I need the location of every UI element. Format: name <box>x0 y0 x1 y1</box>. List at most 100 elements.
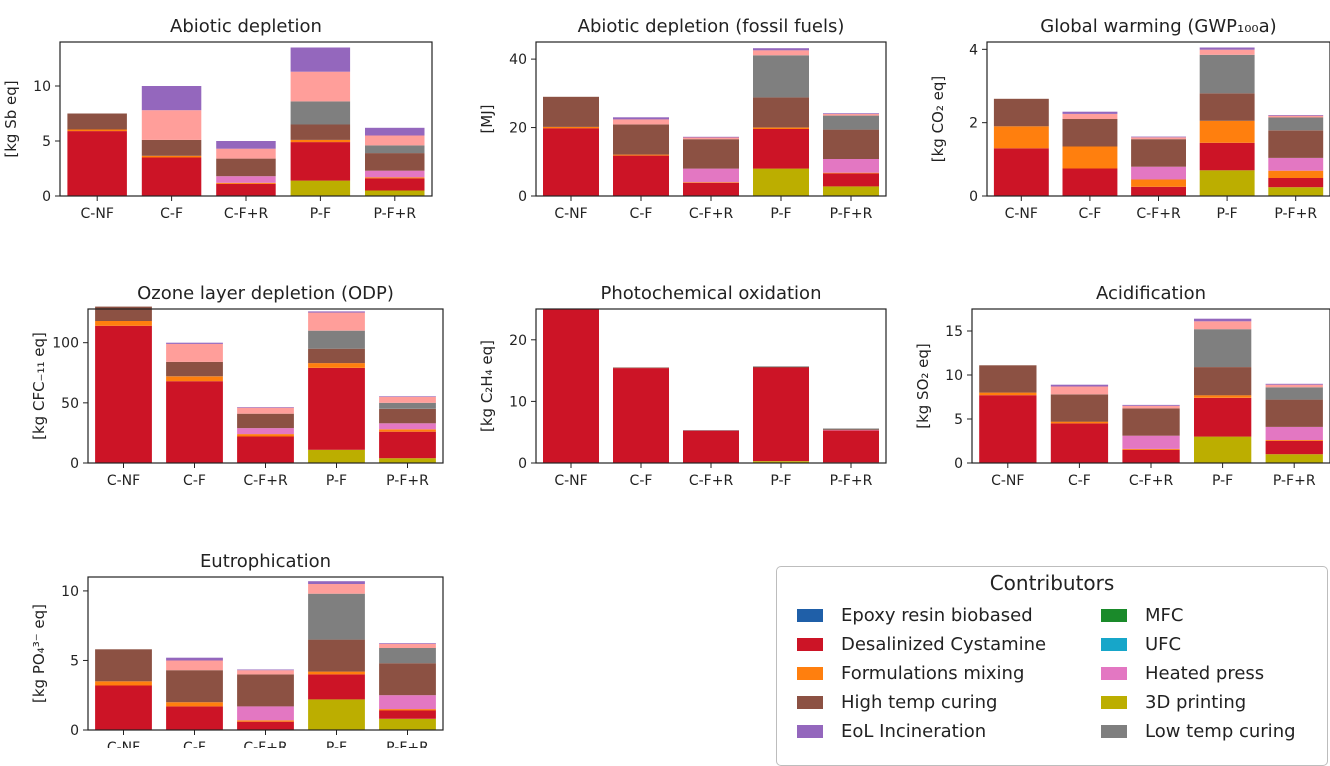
bar-pre-treatment-p-f <box>308 584 365 594</box>
bar-pre-treatment-c-f-r <box>237 670 294 674</box>
bar-3d-printing-p-f <box>1200 170 1255 196</box>
bar-desalinized-cystamine-c-f <box>1051 423 1108 463</box>
bar-pre-treatment-c-f <box>613 119 669 124</box>
x-tick-label: P-F <box>326 740 347 748</box>
bar-desalinized-cystamine-c-f-r <box>683 431 739 463</box>
bar-desalinized-cystamine-p-f-r <box>823 173 879 186</box>
bar-desalinized-cystamine-c-f-r <box>1122 450 1179 463</box>
x-tick-label: C-F+R <box>243 473 288 489</box>
bar-low-temp-curing-p-f <box>1194 329 1251 367</box>
bar-3d-printing-p-f-r <box>1268 187 1323 196</box>
bar-high-temp-curing-c-f <box>1051 394 1108 421</box>
bar-high-temp-curing-p-f-r <box>379 663 436 695</box>
bar-desalinized-cystamine-p-f-r <box>1266 441 1323 454</box>
bar-formulations-mixing-c-nf <box>67 129 127 131</box>
bar-desalinized-cystamine-c-nf <box>95 326 152 463</box>
bar-high-temp-curing-c-f <box>1063 119 1118 147</box>
bar-formulations-mixing-p-f-r <box>1266 440 1323 441</box>
x-tick-label: P-F <box>310 206 331 222</box>
bar-desalinized-cystamine-c-f-r <box>683 183 739 196</box>
y-tick-label: 4 <box>969 42 978 58</box>
bar-high-temp-curing-p-f <box>753 367 809 368</box>
bar-pre-treatment-c-f-r <box>683 138 739 140</box>
bar-high-temp-curing-p-f-r <box>823 429 879 430</box>
x-tick-label: C-F+R <box>689 473 734 489</box>
bar-desalinized-cystamine-c-f-r <box>1131 187 1186 196</box>
bar-heated-press-p-f-r <box>1268 158 1323 171</box>
y-axis-label: [kg PO₄³⁻ eq] <box>30 604 48 703</box>
y-axis-label: [kg Sb eq] <box>2 80 20 157</box>
legend-item-formulations-mixing: Formulations mixing <box>797 661 1024 685</box>
bar-3d-printing-p-f-r <box>379 458 436 463</box>
bar-desalinized-cystamine-p-f <box>291 142 351 181</box>
bar-pre-treatment-p-f <box>308 313 365 331</box>
bar-low-temp-curing-p-f-r <box>823 429 879 430</box>
bar-3d-printing-p-f <box>291 181 351 196</box>
bar-low-temp-curing-p-f <box>291 101 351 124</box>
y-tick-label: 15 <box>945 324 963 340</box>
legend-item-high-temp-curing: High temp curing <box>797 690 997 714</box>
legend-swatch <box>797 725 823 738</box>
chart-title: Acidification <box>1096 283 1206 304</box>
bar-formulations-mixing-p-f <box>291 140 351 142</box>
chart-title: Global warming (GWP₁₀₀a) <box>1040 16 1276 37</box>
bar-heated-press-p-f-r <box>823 159 879 173</box>
bar-heated-press-c-f-r <box>683 169 739 183</box>
bar-eol-incineration-p-f <box>291 48 351 72</box>
bar-pre-treatment-c-f-r <box>216 149 276 159</box>
bar-pre-treatment-p-f-r <box>365 136 425 146</box>
bar-high-temp-curing-p-f-r <box>379 409 436 423</box>
bar-pre-treatment-p-f <box>753 50 809 55</box>
bar-pre-treatment-c-f-r <box>1131 137 1186 139</box>
bar-eol-incineration-p-f <box>308 581 365 584</box>
bar-3d-printing-p-f-r <box>823 186 879 196</box>
bar-formulations-mixing-p-f <box>1200 121 1255 143</box>
bar-desalinized-cystamine-c-nf <box>979 395 1036 463</box>
bar-formulations-mixing-c-f <box>166 376 223 381</box>
bar-eol-incineration-p-f-r <box>823 113 879 114</box>
bar-3d-printing-p-f <box>753 169 809 196</box>
bar-eol-incineration-c-f-r <box>1122 405 1179 406</box>
bar-high-temp-curing-p-f <box>1194 367 1251 395</box>
bar-desalinized-cystamine-p-f-r <box>379 711 436 719</box>
legend-item-heated-press: Heated press <box>1101 661 1264 685</box>
bar-low-temp-curing-p-f <box>308 331 365 349</box>
bar-formulations-mixing-p-f <box>1194 395 1251 398</box>
bar-low-temp-curing-p-f <box>753 366 809 367</box>
bar-desalinized-cystamine-p-f-r <box>823 430 879 462</box>
bar-low-temp-curing-p-f <box>753 55 809 97</box>
bar-heated-press-p-f-r <box>1266 427 1323 440</box>
bar-formulations-mixing-p-f-r <box>379 429 436 431</box>
bar-desalinized-cystamine-c-f <box>613 156 669 196</box>
bar-pre-treatment-c-f <box>166 344 223 362</box>
bar-high-temp-curing-c-nf <box>67 114 127 130</box>
x-tick-label: C-NF <box>107 740 140 748</box>
bar-low-temp-curing-p-f-r <box>365 145 425 153</box>
x-tick-label: C-F+R <box>689 206 734 222</box>
x-tick-label: C-NF <box>554 206 587 222</box>
bar-eol-incineration-c-f <box>1063 112 1118 114</box>
bar-high-temp-curing-c-f <box>166 362 223 376</box>
bar-formulations-mixing-c-f <box>166 702 223 706</box>
bar-low-temp-curing-p-f <box>308 594 365 640</box>
legend-label: Formulations mixing <box>841 663 1024 684</box>
x-tick-label: C-F+R <box>1136 206 1181 222</box>
bar-formulations-mixing-c-f-r <box>683 182 739 183</box>
bar-high-temp-curing-c-f-r <box>683 139 739 168</box>
bar-eol-incineration-c-f <box>142 86 202 110</box>
bar-desalinized-cystamine-c-nf <box>67 131 127 196</box>
bar-high-temp-curing-p-f <box>291 125 351 140</box>
bar-formulations-mixing-c-nf <box>979 393 1036 396</box>
bar-desalinized-cystamine-c-f <box>142 158 202 197</box>
legend-item-epoxy-resin-biobased: Epoxy resin biobased <box>797 603 1033 627</box>
y-axis-label: [MJ] <box>478 104 496 133</box>
bar-formulations-mixing-c-f <box>1063 147 1118 169</box>
y-tick-label: 0 <box>518 189 527 205</box>
bar-high-temp-curing-c-f-r <box>237 674 294 706</box>
x-tick-label: C-F+R <box>224 206 269 222</box>
